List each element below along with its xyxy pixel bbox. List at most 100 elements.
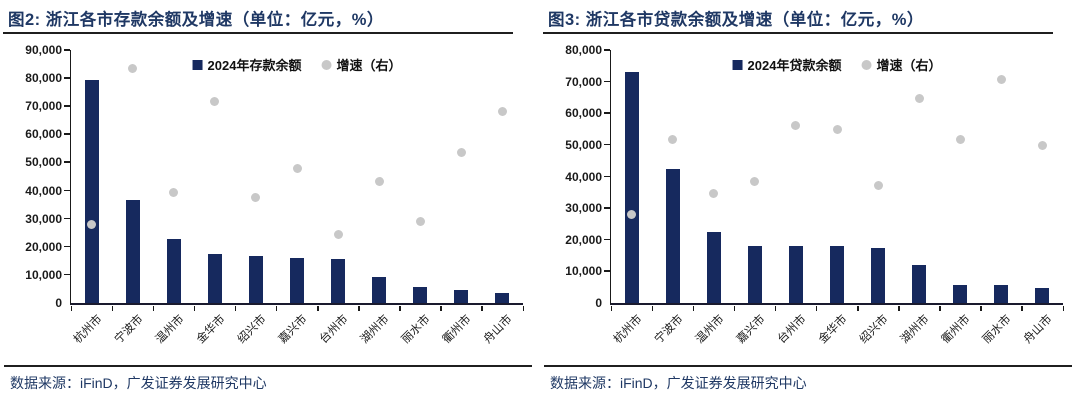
x-axis-tick	[152, 306, 155, 311]
y-axis-tick	[604, 175, 610, 177]
x-axis-tick	[898, 306, 900, 311]
growth-dot	[169, 187, 179, 197]
chart-title: 图3: 浙江各市贷款余额及增速（单位：亿元，%）	[548, 11, 924, 29]
bar	[290, 258, 304, 303]
y-axis-tick-label: 40,000	[565, 169, 602, 184]
y-axis-tick	[64, 161, 70, 163]
chart-title: 图2: 浙江各市存款余额及增速（单位：亿元，%）	[8, 11, 384, 29]
legend-label: 增速（右）	[876, 58, 942, 73]
growth-dot	[832, 124, 842, 134]
bar	[1035, 288, 1050, 303]
growth-dot	[791, 120, 801, 130]
legend-item: 2024年存款余额	[192, 55, 301, 74]
x-axis-tick	[815, 306, 818, 311]
bar	[994, 285, 1009, 303]
bar	[747, 246, 762, 303]
legend-square-marker-icon	[732, 59, 743, 70]
bar	[248, 256, 263, 303]
x-axis-tick	[193, 306, 196, 311]
y-axis-tick-label: 10,000	[25, 267, 62, 282]
legend-square-marker-icon	[192, 59, 203, 70]
growth-dot	[1037, 140, 1047, 150]
growth-dot	[251, 193, 261, 203]
growth-dot	[87, 220, 97, 230]
y-axis-tick	[64, 105, 70, 107]
legend-item: 增速（右）	[321, 55, 401, 74]
growth-dot	[709, 189, 719, 199]
x-axis-tick	[610, 306, 612, 311]
bar	[413, 286, 428, 303]
x-axis-tick	[1021, 306, 1023, 311]
x-axis-tick	[980, 306, 982, 311]
y-axis-tick	[64, 273, 70, 276]
growth-dot	[955, 134, 965, 144]
x-axis-tick	[857, 306, 859, 311]
x-axis-tick	[440, 306, 442, 311]
chart-panel-loans: 图3: 浙江各市贷款余额及增速（单位：亿元，%） 0 10,000 20,000 30…	[540, 0, 1080, 402]
x-axis-tick	[774, 306, 777, 311]
bar	[454, 289, 469, 303]
x-axis-tick	[317, 306, 319, 311]
title-underline	[543, 32, 1053, 34]
y-axis-tick-label: 70,000	[565, 74, 602, 89]
growth-dot	[415, 216, 425, 226]
growth-dot	[914, 94, 924, 104]
y-axis-tick-label: 70,000	[25, 99, 62, 114]
footer-divider	[544, 365, 1072, 367]
legend-item: 增速（右）	[861, 55, 941, 74]
chart-legend: 2024年存款余额 增速（右）	[192, 55, 401, 74]
x-axis-tick	[733, 306, 736, 311]
y-axis-tick	[604, 238, 610, 241]
x-axis-tick	[234, 306, 237, 311]
y-axis-tick-label: 60,000	[565, 106, 602, 121]
x-axis-tick	[651, 306, 654, 311]
y-axis-tick	[604, 270, 610, 272]
y-axis-tick	[64, 217, 70, 220]
bar	[372, 276, 387, 303]
data-source-note: 数据来源：iFinD，广发证券发展研究中心	[550, 375, 807, 391]
bar	[912, 264, 927, 303]
y-axis-tick	[64, 245, 70, 248]
bar	[788, 246, 803, 303]
y-axis-tick-label: 20,000	[25, 239, 62, 254]
x-axis-tick	[111, 306, 114, 311]
y-axis-tick-label: 0	[55, 296, 62, 310]
x-axis-tick	[692, 306, 695, 311]
x-axis-tick	[481, 306, 483, 311]
chart-plot: 0 10,000 20,000 30,000 40,000 50,000 60,000 70,…	[565, 43, 1064, 346]
y-axis-tick	[604, 80, 610, 83]
y-axis-tick-label: 20,000	[565, 232, 602, 247]
x-axis-tick	[399, 306, 401, 311]
y-axis-tick-label: 50,000	[565, 137, 602, 152]
y-axis-tick	[604, 143, 610, 146]
y-axis-tick-label: 90,000	[25, 43, 62, 57]
y-axis-tick	[64, 49, 70, 51]
legend-label: 2024年贷款余额	[747, 58, 842, 73]
x-axis-tick	[939, 306, 941, 311]
y-axis-tick-label: 10,000	[565, 264, 602, 279]
legend-label: 增速（右）	[336, 58, 402, 73]
chart-plot: 0 10,000 20,000 30,000 40,000 50,000 60,000 70,…	[25, 43, 524, 346]
legend-item: 2024年贷款余额	[732, 55, 842, 74]
chart-legend: 2024年贷款余额 增速（右）	[732, 55, 941, 74]
growth-dot	[996, 74, 1006, 84]
bar	[665, 168, 680, 303]
data-source-note: 数据来源：iFinD，广发证券发展研究中心	[10, 375, 267, 391]
bar	[953, 285, 968, 303]
bar	[84, 79, 99, 303]
y-axis-tick	[64, 189, 70, 192]
y-axis-tick-label: 30,000	[565, 201, 602, 216]
y-axis-tick-label: 80,000	[25, 71, 62, 86]
bar	[495, 292, 510, 303]
bar	[706, 231, 721, 303]
bar	[871, 247, 886, 303]
growth-dot	[374, 177, 384, 187]
x-axis-tick	[275, 306, 278, 311]
y-axis-tick-label: 60,000	[25, 127, 62, 142]
chart-panel-deposits: 图2: 浙江各市存款余额及增速（单位：亿元，%） 0 10,000 20,000 30…	[3, 11, 532, 391]
x-axis-tick	[70, 306, 72, 311]
y-axis-tick	[64, 133, 70, 135]
y-axis-tick-label: 80,000	[565, 43, 602, 57]
growth-dot	[128, 63, 138, 73]
